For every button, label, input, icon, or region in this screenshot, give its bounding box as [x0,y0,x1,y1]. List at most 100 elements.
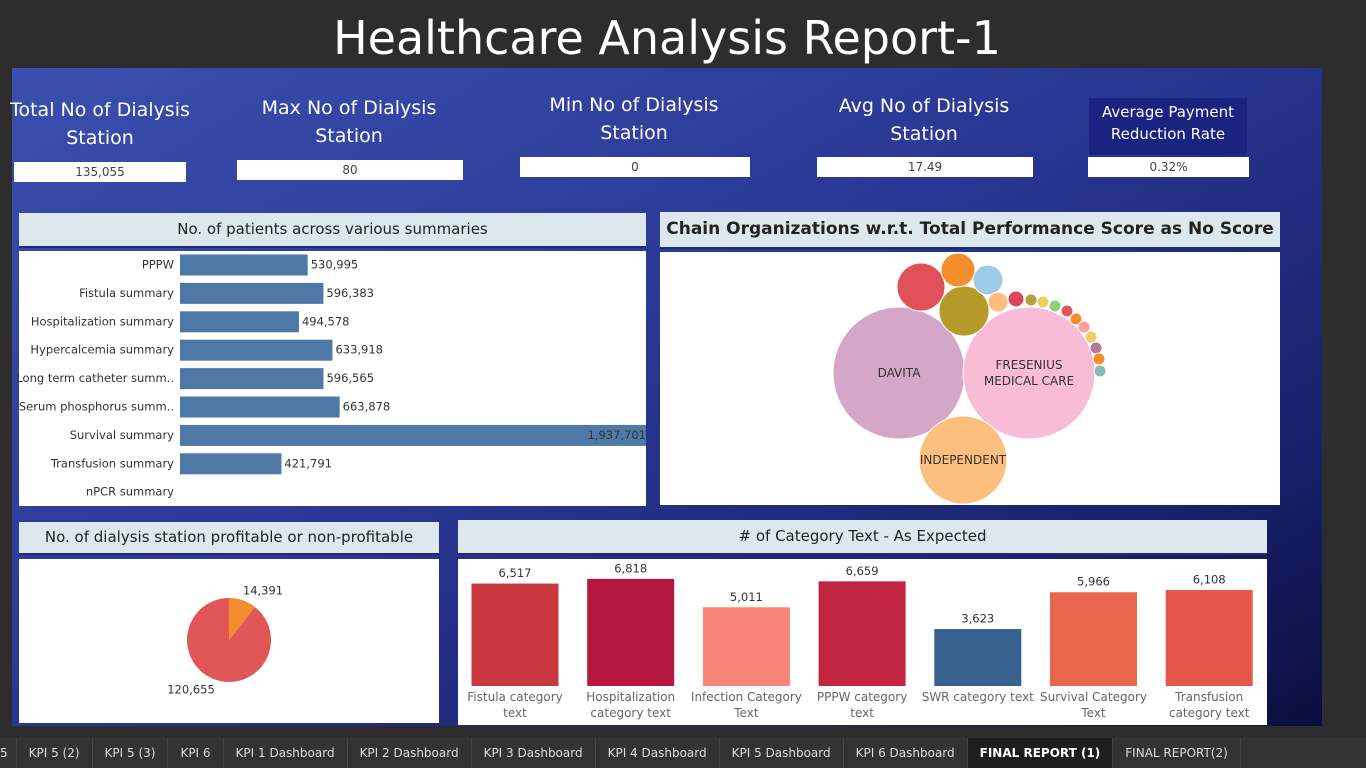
data-label: 633,918 [335,343,383,357]
tab[interactable]: KPI 2 Dashboard [348,738,472,768]
y-tick-label: PPPW [142,258,174,272]
bubble [1036,295,1050,309]
kpi-label: Total No of Dialysis Station [10,99,190,149]
bar [702,607,790,686]
data-label: 6,517 [499,566,532,580]
data-label: 6,659 [846,564,879,578]
kpi-value: 0.32% [1088,157,1249,177]
report-title: Healthcare Analysis Report-1 [333,11,1001,65]
y-tick-label: Survival summary [70,428,174,442]
bubble [1077,320,1091,334]
kpi-value: 135,055 [14,162,186,182]
data-label: 596,565 [326,371,374,385]
bar [180,396,340,418]
y-tick-label: Transfusion summary [50,456,174,470]
bubble [1007,290,1025,308]
x-tick-label: SWR category text [921,690,1034,704]
tab[interactable]: KPI 5 (2) [17,738,93,768]
data-label: 663,878 [343,400,391,414]
bar [1165,590,1253,686]
tab[interactable]: KPI 5 Dashboard [720,738,844,768]
bar [180,254,308,276]
bar-chart: PPPW 530,995 Fistula summary 596,383 Hospita… [16,254,646,499]
bar [180,311,299,333]
data-label: 3,623 [961,612,994,626]
pie-slice [187,598,272,682]
kpi-label: Avg No of Dialysis Station [838,95,1010,145]
kpi-label: Min No of Dialysis Station [549,94,719,144]
panel-header: No. of patients across various summaries [19,213,646,248]
data-label: 1,937,701 [587,428,646,442]
bar [180,424,646,446]
panel-header: # of Category Text - As Expected [458,520,1267,555]
pie-chart: 14,391 120,655 [167,584,283,697]
data-label: 494,578 [302,314,350,328]
tab[interactable]: KPI 3 Dashboard [472,738,596,768]
bar [818,581,906,686]
bubble [1093,364,1107,378]
bubble-label: FRESENIUS MEDICAL CARE [983,358,1075,388]
data-label: 596,383 [326,286,374,300]
bubble [896,262,946,312]
bar [934,629,1022,686]
tab[interactable]: KPI 6 [168,738,224,768]
bubble [1089,341,1103,355]
tab-bar: 5 KPI 5 (2) KPI 5 (3) KPI 6 KPI 1 Dashboard K… [0,738,1366,768]
tab[interactable]: KPI 4 Dashboard [596,738,720,768]
pie-slice [229,598,256,640]
x-tick-label: Transfusion category text [1168,690,1250,720]
panel-header: Chain Organizations w.r.t. Total Perform… [660,212,1280,249]
data-label: 120,655 [167,683,215,697]
bubble-chart [832,252,1107,505]
y-tick-label: Long term catheter summ.. [16,371,174,385]
bubble [1092,352,1106,366]
bar [180,282,324,304]
x-tick-label: Infection Category Text [690,690,802,720]
x-tick-label: Hospitalization category text [586,690,676,720]
tab[interactable]: KPI 6 Dashboard [844,738,968,768]
column-chart: 6,517 6,818 5,011 6,659 3,623 5,966 6,108 [471,561,1253,686]
kpi-label: Max No of Dialysis Station [261,97,437,147]
bar [1050,592,1137,686]
bubble-label: INDEPENDENT [919,453,1007,467]
bar [180,453,282,475]
tab[interactable]: 5 [0,738,17,768]
kpi-value: 17.49 [817,157,1033,177]
bubble [1060,304,1074,318]
tab[interactable]: KPI 1 Dashboard [224,738,348,768]
tab[interactable]: FINAL REPORT(2) [1113,738,1241,768]
y-tick-label: Hypercalcemia summary [30,343,174,357]
bar [587,578,675,686]
bubble [918,415,1008,505]
bubble-label: DAVITA [877,366,921,380]
bubble [987,291,1009,313]
kpi-label-box [1089,98,1247,155]
bar [180,368,324,390]
kpi-value: 80 [237,160,463,180]
data-label: 530,995 [311,258,359,272]
tab[interactable]: FINAL REPORT (1) [967,738,1114,768]
bubble [972,264,1004,296]
data-label: 6,818 [614,561,647,575]
bar [471,583,559,686]
y-tick-label: Fistula summary [79,286,174,300]
x-tick-label: Survival Category Text [1039,690,1147,720]
x-tick-label: Fistula category text [467,690,563,720]
bubble [940,252,976,288]
kpi-value: 0 [520,157,750,177]
data-label: 5,966 [1077,575,1110,589]
data-label: 6,108 [1193,573,1226,587]
bubble [1024,293,1038,307]
bubble [1048,299,1062,313]
bubble [1084,330,1098,344]
panel-body [19,251,646,506]
bar [180,339,333,361]
data-label: 5,011 [730,590,763,604]
y-tick-label: nPCR summary [86,485,174,499]
kpi-label: Average Payment Reduction Rate [1101,103,1235,143]
tab[interactable]: KPI 5 (3) [93,738,169,768]
x-tick-label: PPPW category text [816,690,908,720]
y-tick-label: Hospitalization summary [31,314,174,328]
y-tick-label: Serum phosphorus summ.. [19,400,174,414]
